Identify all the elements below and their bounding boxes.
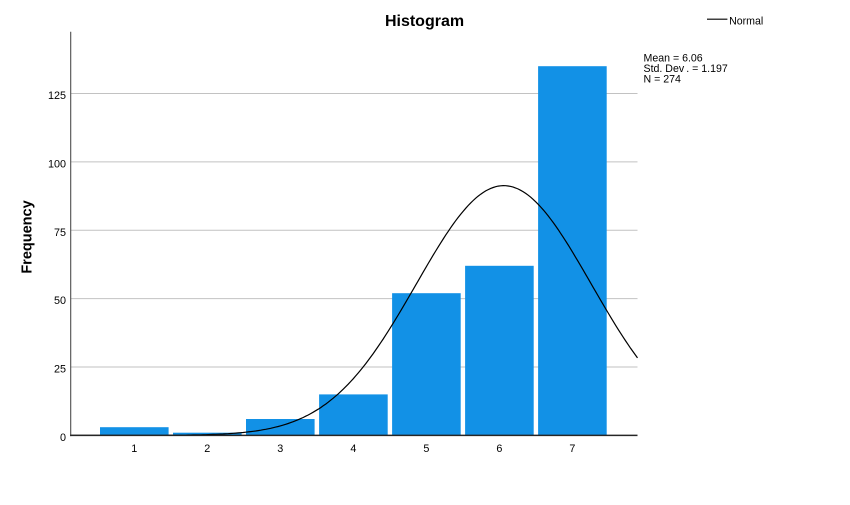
svg-text:Mean = 6.06: Mean = 6.06	[644, 53, 703, 65]
svg-text:3: 3	[277, 443, 283, 455]
svg-text:Std. Dev . = 1.197: Std. Dev . = 1.197	[644, 63, 728, 75]
svg-text:Normal: Normal	[729, 16, 763, 28]
svg-text:2: 2	[204, 443, 210, 455]
svg-text:1: 1	[131, 443, 137, 455]
svg-text:Frequency: Frequency	[19, 200, 35, 273]
svg-text:5: 5	[423, 443, 429, 455]
svg-text:N = 274: N = 274	[644, 74, 682, 86]
svg-text:75: 75	[54, 227, 66, 239]
svg-text:125: 125	[48, 90, 66, 102]
svg-text:100: 100	[48, 158, 66, 170]
svg-text:25: 25	[54, 364, 66, 376]
svg-text:50: 50	[54, 295, 66, 307]
svg-text:Histogram: Histogram	[385, 13, 464, 30]
svg-text:7: 7	[569, 443, 575, 455]
svg-text:0: 0	[60, 432, 66, 444]
svg-text:6: 6	[496, 443, 502, 455]
svg-text:4: 4	[350, 443, 356, 455]
